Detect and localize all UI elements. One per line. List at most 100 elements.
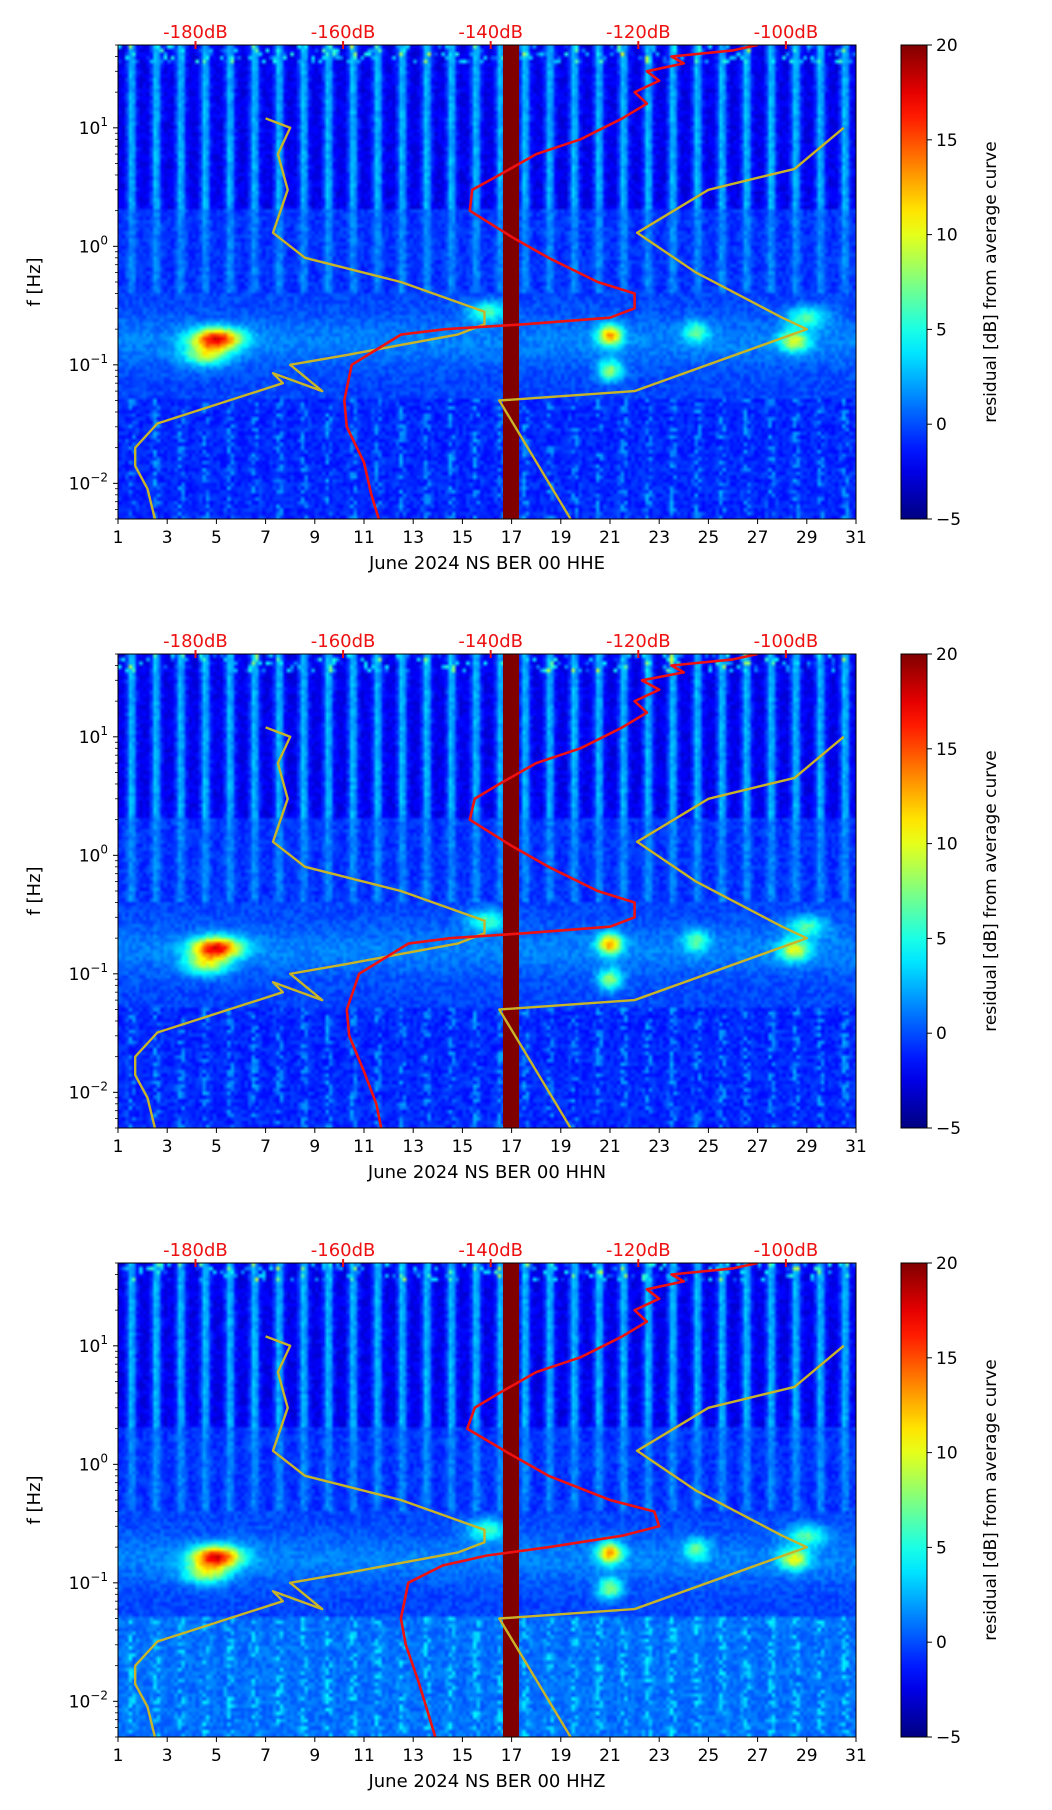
- y-axis-label: f [Hz]: [24, 1475, 45, 1524]
- y-axis-label: f [Hz]: [24, 866, 45, 915]
- series-reference-model-high: [498, 1344, 845, 1737]
- y-tick-label: 100: [79, 842, 108, 866]
- x-tick-label: 3: [162, 1746, 173, 1766]
- x-tick-label: 27: [747, 528, 769, 548]
- x-tick-label: 13: [402, 528, 424, 548]
- x-tick-label: 25: [698, 528, 720, 548]
- top-db-tick-label: -100dB: [754, 22, 819, 43]
- x-tick-label: 29: [796, 1746, 818, 1766]
- x-tick-label: 31: [845, 1137, 867, 1157]
- x-tick-label: 1: [113, 1137, 124, 1157]
- colorbar-tick-label: 15: [936, 1349, 958, 1369]
- x-axis-label: June 2024 NS BER 00 HHZ: [367, 1771, 605, 1792]
- colorbar-tick-label: 20: [936, 1254, 958, 1274]
- x-tick-label: 19: [550, 528, 572, 548]
- colorbar: [900, 44, 928, 520]
- top-db-tick-label: -100dB: [754, 631, 819, 652]
- y-tick-label: 10−2: [69, 1079, 108, 1103]
- x-tick-label: 1: [113, 1746, 124, 1766]
- x-tick-label: 17: [501, 1746, 523, 1766]
- y-tick-label: 100: [79, 233, 108, 257]
- colorbar: [900, 1262, 928, 1738]
- x-tick-label: 23: [648, 528, 670, 548]
- y-tick-label: 10−1: [69, 352, 108, 376]
- spectrogram-heatmap: [118, 45, 856, 519]
- x-tick-label: 17: [501, 1137, 523, 1157]
- spectrogram-heatmap: [118, 1263, 856, 1737]
- series-reference-model: [134, 1335, 486, 1737]
- gap-band: [502, 1263, 519, 1737]
- series-median-psd: [343, 45, 758, 519]
- series-reference-model: [134, 117, 486, 519]
- x-tick-label: 7: [260, 528, 271, 548]
- spectrogram-heatmap: [118, 654, 856, 1128]
- x-tick-label: 7: [260, 1746, 271, 1766]
- x-tick-label: 21: [599, 528, 621, 548]
- y-tick-label: 10−1: [69, 961, 108, 985]
- colorbar-tick-label: 5: [936, 929, 947, 949]
- x-tick-label: 15: [452, 528, 474, 548]
- colorbar-label: residual [dB] from average curve: [981, 1359, 1001, 1640]
- colorbar-tick-label: −5: [936, 1119, 961, 1139]
- x-tick-label: 11: [353, 1746, 375, 1766]
- x-tick-label: 11: [353, 1137, 375, 1157]
- x-axis-label: June 2024 NS BER 00 HHN: [367, 1162, 606, 1183]
- top-db-tick-label: -120dB: [606, 22, 671, 43]
- gap-band: [502, 45, 519, 519]
- colorbar-tick-label: 5: [936, 1538, 947, 1558]
- x-tick-label: 5: [211, 528, 222, 548]
- colorbar-tick-label: 10: [936, 1444, 958, 1464]
- x-tick-label: 21: [599, 1137, 621, 1157]
- colorbar-tick-label: 5: [936, 320, 947, 340]
- colorbar-tick-label: −5: [936, 510, 961, 530]
- colorbar-tick-label: 0: [936, 1024, 947, 1044]
- x-tick-label: 23: [648, 1746, 670, 1766]
- colorbar-tick-label: 15: [936, 740, 958, 760]
- colorbar-tick-label: 15: [936, 131, 958, 151]
- x-tick-label: 9: [309, 1746, 320, 1766]
- x-tick-label: 11: [353, 528, 375, 548]
- x-tick-label: 25: [698, 1137, 720, 1157]
- x-tick-label: 13: [402, 1746, 424, 1766]
- colorbar-tick-label: 0: [936, 1633, 947, 1653]
- x-tick-label: 3: [162, 1137, 173, 1157]
- x-tick-label: 17: [501, 528, 523, 548]
- top-db-tick-label: -120dB: [606, 1240, 671, 1261]
- y-tick-label: 10−1: [69, 1570, 108, 1594]
- x-tick-label: 31: [845, 1746, 867, 1766]
- series-reference-model: [134, 726, 486, 1128]
- top-db-tick-label: -140dB: [458, 22, 523, 43]
- x-tick-label: 19: [550, 1137, 572, 1157]
- x-tick-label: 27: [747, 1746, 769, 1766]
- colorbar-tick-label: −5: [936, 1728, 961, 1748]
- gap-band: [502, 654, 519, 1128]
- colorbar-tick-label: 20: [936, 36, 958, 56]
- series-reference-model-high: [498, 126, 845, 519]
- top-db-tick-label: -160dB: [311, 631, 376, 652]
- y-tick-label: 101: [79, 115, 108, 139]
- top-db-tick-label: -160dB: [311, 1240, 376, 1261]
- y-tick-label: 101: [79, 1333, 108, 1357]
- x-tick-label: 29: [796, 528, 818, 548]
- x-axis-label: June 2024 NS BER 00 HHE: [368, 553, 605, 574]
- x-tick-label: 25: [698, 1746, 720, 1766]
- top-db-tick-label: -120dB: [606, 631, 671, 652]
- series-median-psd: [399, 1263, 758, 1737]
- x-tick-label: 23: [648, 1137, 670, 1157]
- x-tick-label: 29: [796, 1137, 818, 1157]
- top-db-tick-label: -180dB: [163, 22, 228, 43]
- colorbar-tick-label: 10: [936, 226, 958, 246]
- y-tick-label: 100: [79, 1451, 108, 1475]
- colorbar-label: residual [dB] from average curve: [981, 750, 1001, 1031]
- y-tick-label: 10−2: [69, 1688, 108, 1712]
- x-tick-label: 21: [599, 1746, 621, 1766]
- x-tick-label: 9: [309, 1137, 320, 1157]
- colorbar-label: residual [dB] from average curve: [981, 141, 1001, 422]
- y-tick-label: 101: [79, 724, 108, 748]
- colorbar-tick-label: 20: [936, 645, 958, 665]
- x-tick-label: 31: [845, 528, 867, 548]
